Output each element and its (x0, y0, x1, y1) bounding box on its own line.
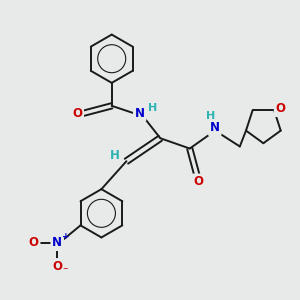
Text: H: H (148, 103, 158, 113)
Text: O: O (276, 102, 286, 115)
Text: N: N (135, 107, 145, 120)
Text: ⁻: ⁻ (63, 267, 68, 277)
Text: H: H (110, 149, 120, 162)
Text: O: O (29, 236, 39, 249)
Text: O: O (72, 107, 82, 120)
Text: O: O (194, 175, 204, 188)
Text: H: H (206, 110, 215, 121)
Text: N: N (210, 122, 220, 134)
Text: +: + (62, 232, 69, 241)
Text: O: O (52, 260, 62, 273)
Text: N: N (52, 236, 62, 249)
